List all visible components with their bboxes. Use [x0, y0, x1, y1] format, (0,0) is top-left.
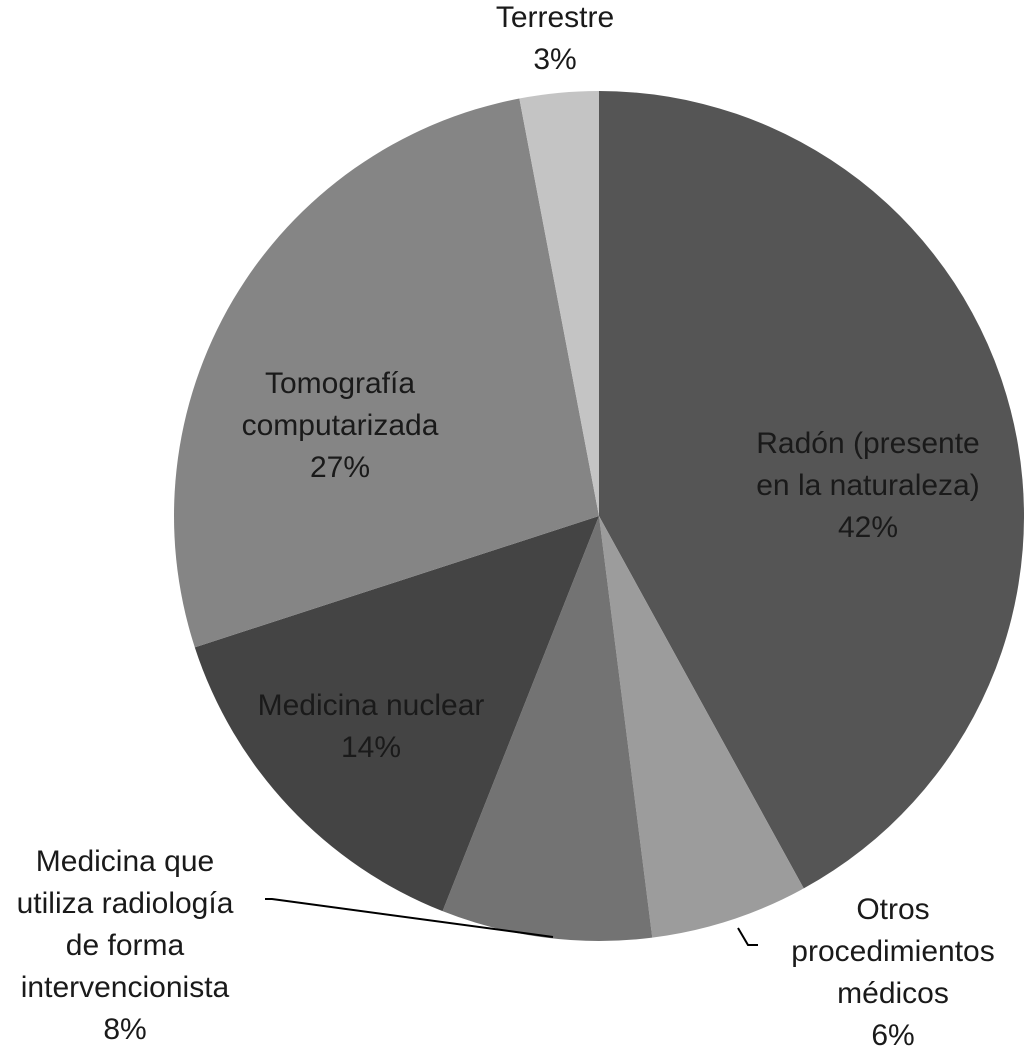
leader-line-intervencionista — [265, 898, 554, 938]
slice-label-line: Medicina nuclear — [258, 689, 485, 722]
slice-label-line: Radón (presente — [756, 427, 979, 460]
leader-line-otros — [737, 927, 758, 946]
slice-label-line: intervencionista — [21, 971, 230, 1004]
slice-label-line: Otros — [856, 893, 929, 926]
slice-percent-label: 27% — [310, 451, 370, 484]
pie-slices — [174, 91, 1024, 942]
pie-slice-medicina-nuclear — [194, 516, 600, 912]
slice-label-line: en la naturaleza) — [756, 469, 979, 502]
slice-label-line: utiliza radiología — [17, 887, 234, 920]
slice-percent-label: 8% — [103, 1013, 146, 1046]
slice-label-line: procedimientos — [791, 935, 994, 968]
slice-label-line: médicos — [837, 977, 949, 1010]
slice-label-line: de forma — [66, 929, 185, 962]
leader-lines — [265, 898, 758, 946]
slice-percent-label: 6% — [871, 1019, 914, 1052]
slice-label-otros-procedimientos: Otros procedimientos médicos 6% — [791, 893, 994, 1052]
slice-label-line: Medicina que — [36, 845, 214, 878]
slice-label-intervencionista: Medicina que utiliza radiología de forma in… — [17, 845, 234, 1046]
slice-label-terrestre: Terrestre 3% — [496, 1, 614, 76]
slice-label-tomografia: Tomografía computarizada 27% — [242, 367, 439, 484]
slice-label-radon: Radón (presente en la naturaleza) 42% — [756, 427, 979, 544]
slice-percent-label: 42% — [838, 511, 898, 544]
slice-labels: Radón (presente en la naturaleza) 42% Otros… — [17, 1, 995, 1052]
slice-percent-label: 3% — [533, 43, 576, 76]
pie-slice-otros-procedimientos — [599, 516, 804, 938]
pie-slice-radon — [599, 91, 1024, 889]
slice-label-line: Terrestre — [496, 1, 614, 34]
pie-slice-terrestre — [519, 91, 599, 516]
pie-slice-tomografia — [174, 98, 599, 648]
pie-slice-intervencionista — [442, 516, 653, 942]
slice-label-line: Tomografía — [265, 367, 415, 400]
slice-label-line: computarizada — [242, 409, 439, 442]
slice-label-medicina-nuclear: Medicina nuclear 14% — [258, 689, 485, 764]
slice-percent-label: 14% — [341, 731, 401, 764]
